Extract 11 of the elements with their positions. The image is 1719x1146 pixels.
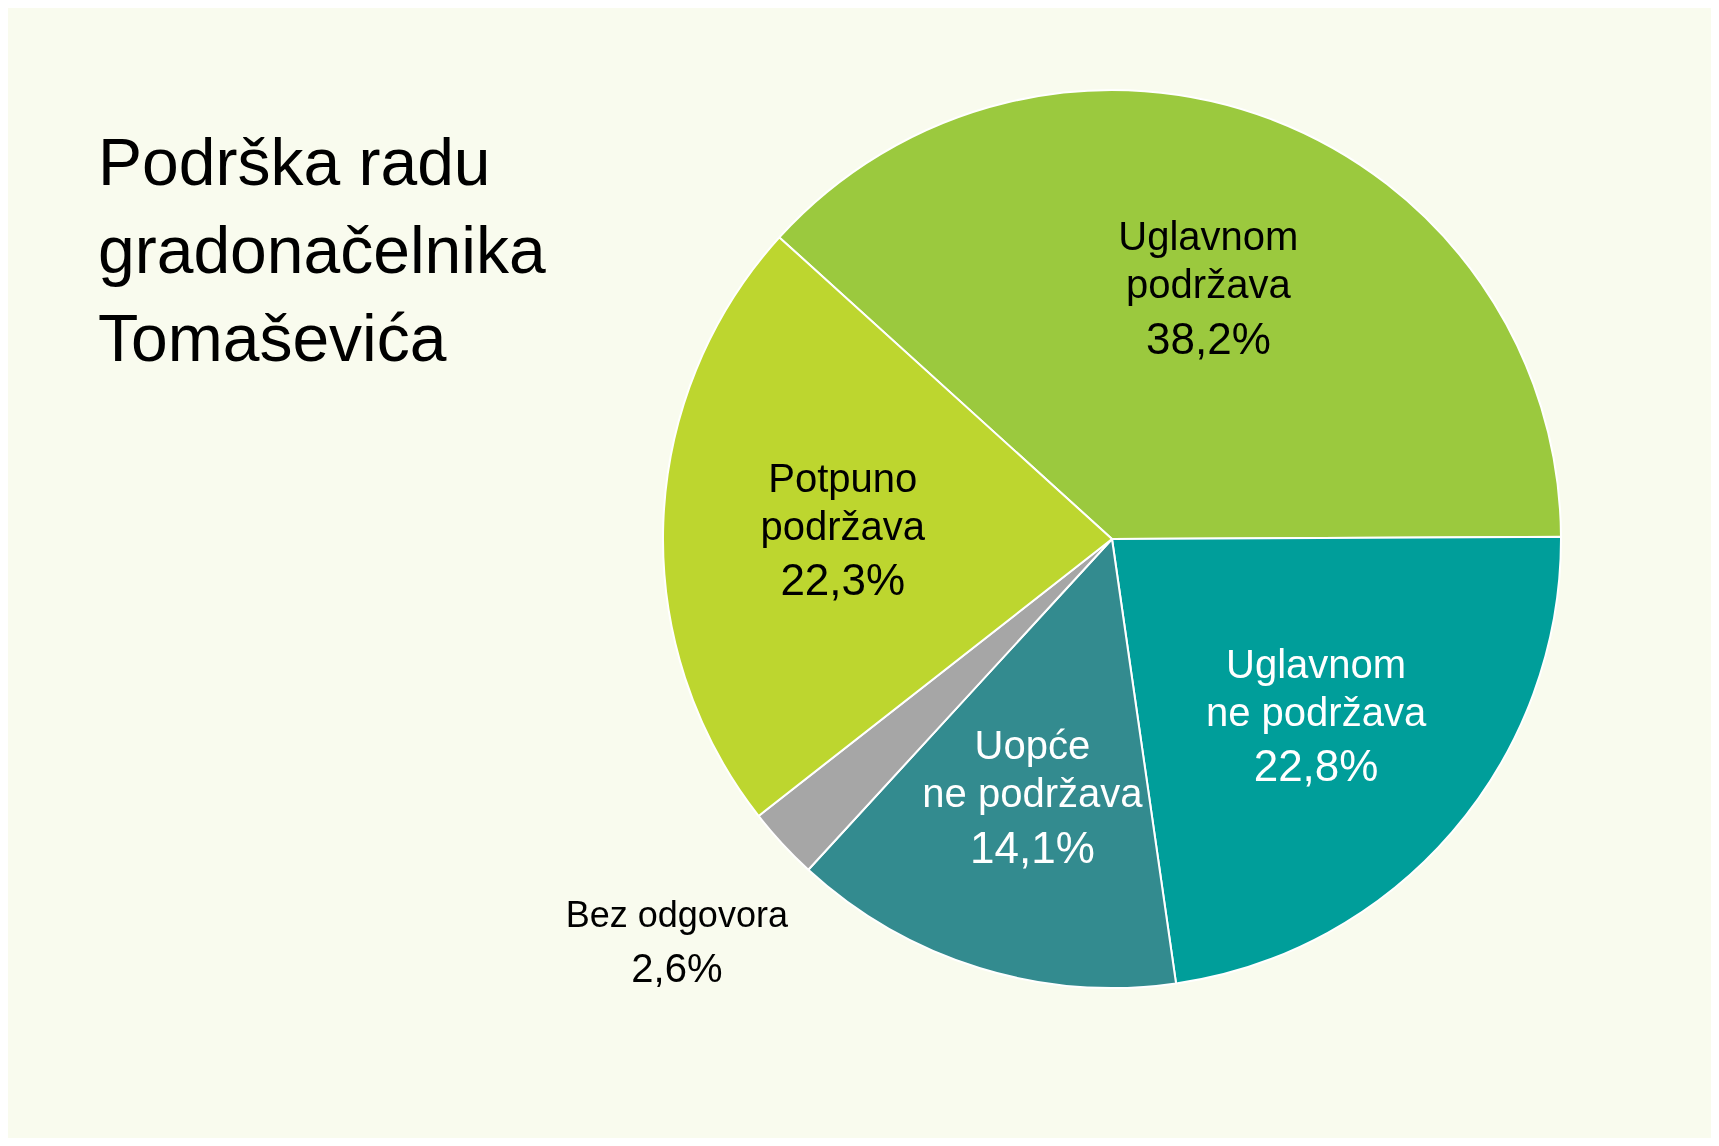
data-label: 14,1%	[970, 822, 1095, 872]
data-label: 22,3%	[780, 555, 906, 605]
slice-label: Uglavnom ne podržava	[1205, 641, 1427, 734]
slice-label: Uopće ne podržava	[922, 723, 1144, 816]
slice-label: Bez odgovora	[565, 894, 789, 936]
text: Podrška radu gradonačelnika Tomaševića	[98, 124, 547, 377]
data-label: 22,8%	[1253, 741, 1379, 791]
slice-label: Uglavnom podržava	[1118, 214, 1299, 307]
data-label: 38,2%	[1145, 313, 1271, 363]
slice-label: Potpuno podržava	[760, 456, 926, 549]
data-label: 2,6%	[631, 946, 723, 991]
